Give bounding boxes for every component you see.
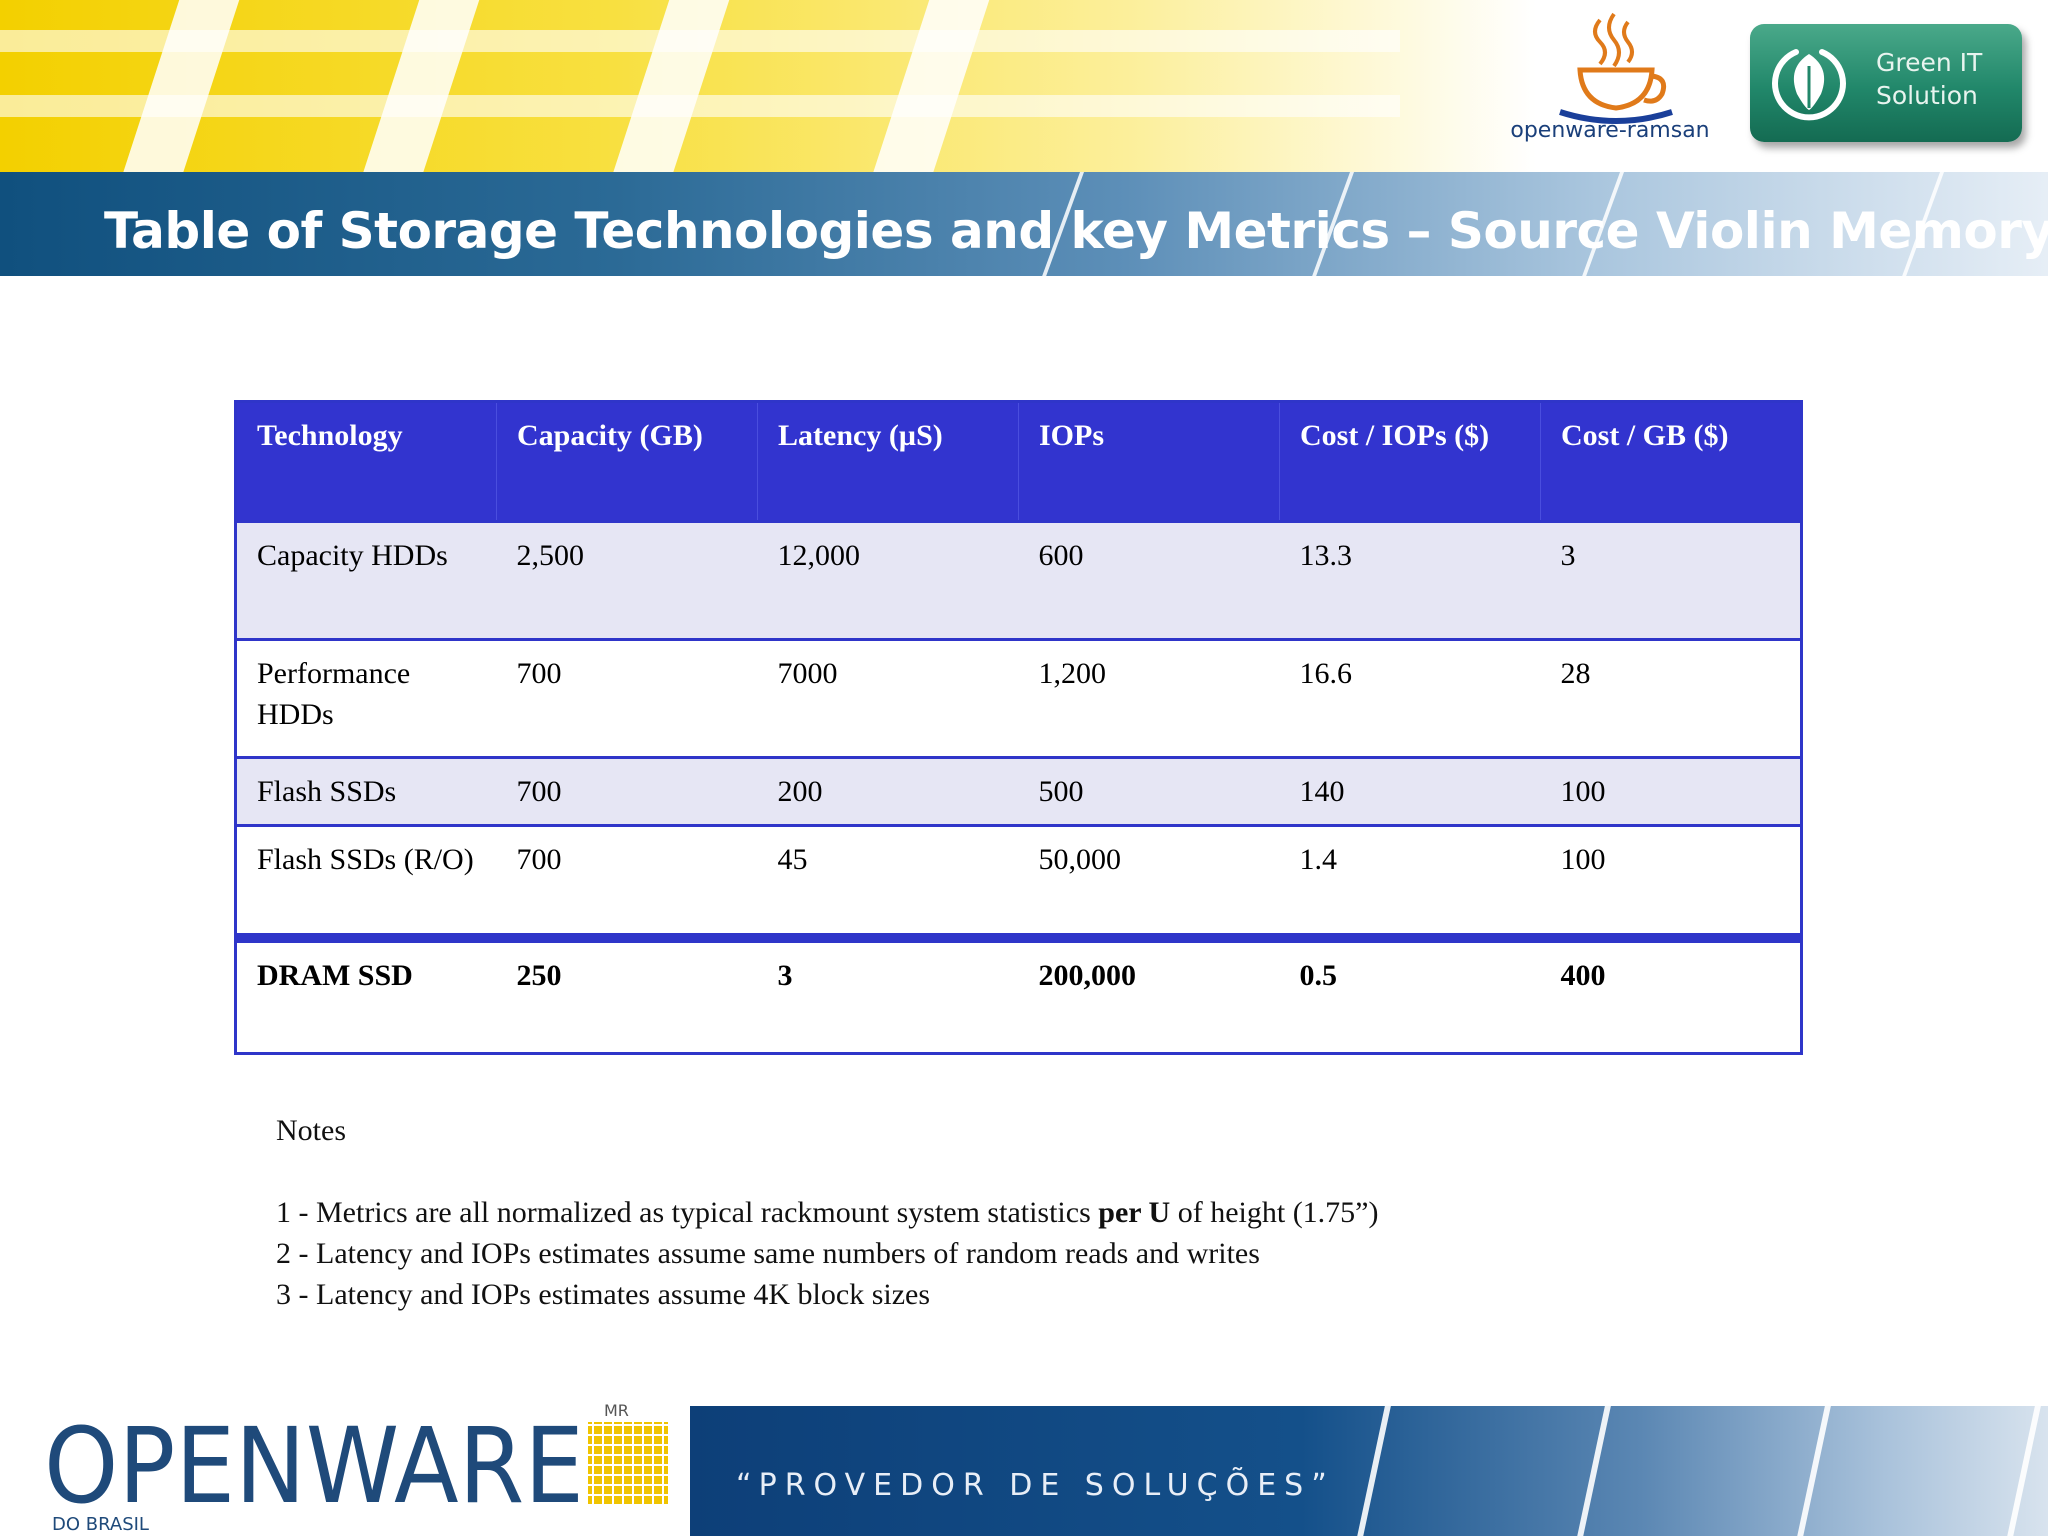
table-cell: 700 [496,825,758,938]
table-row: Capacity HDDs 2,500 12,000 600 13.3 3 [235,521,1802,640]
green-it-label: Green IT Solution [1876,48,1983,110]
table-cell: 700 [496,639,758,758]
leaf-plug-icon [1772,49,1846,121]
header-background [0,0,2048,175]
table-cell: Flash SSDs (R/O) [235,825,497,938]
table-cell: 3 [1540,521,1802,640]
table-cell: 250 [496,937,758,1054]
table-cell: 500 [1018,757,1280,826]
column-header: Cost / GB ($) [1540,401,1802,522]
table-row: Performance HDDs 700 7000 1,200 16.6 28 [235,639,1802,758]
note-1-bold: per U [1098,1196,1171,1229]
notes-section: Notes 1 - Metrics are all normalized as … [276,1110,1876,1315]
title-bar [0,172,2048,276]
table-cell: 50,000 [1018,825,1280,938]
table-cell: 12,000 [757,521,1019,640]
note-3: 3 - Latency and IOPs estimates assume 4K… [276,1278,931,1311]
slide-title: Table of Storage Technologies and key Me… [104,202,2048,260]
storage-metrics-table: Technology Capacity (GB) Latency (µS) IO… [234,400,1803,1055]
table-cell: Capacity HDDs [235,521,497,640]
table-row: Flash SSDs (R/O) 700 45 50,000 1.4 100 [235,825,1802,938]
table-cell: Performance HDDs [235,639,497,758]
column-header: Capacity (GB) [496,401,758,522]
table-cell: 13.3 [1279,521,1541,640]
table-cell: 140 [1279,757,1541,826]
openware-logo: OPENWARE MR DO BRASIL [44,1401,668,1535]
note-1: 1 - Metrics are all normalized as typica… [276,1192,1876,1233]
table-cell: 16.6 [1279,639,1541,758]
table-row-highlight: DRAM SSD 250 3 200,000 0.5 400 [235,937,1802,1054]
column-header: Cost / IOPs ($) [1279,401,1541,522]
table-cell: Flash SSDs [235,757,497,826]
table-cell: 7000 [757,639,1019,758]
column-header: Technology [235,401,497,522]
table-cell: 0.5 [1279,937,1541,1054]
table-cell: 2,500 [496,521,758,640]
coffee-cup-logo-icon [1559,12,1673,124]
slogan-text: “PROVEDOR DE SOLUÇÕES” [736,1468,1335,1503]
table-cell: 700 [496,757,758,826]
table-cell: 1,200 [1018,639,1280,758]
note-2: 2 - Latency and IOPs estimates assume sa… [276,1237,1260,1270]
table-cell: 28 [1540,639,1802,758]
note-1-tail: of height (1.75”) [1170,1196,1379,1229]
column-header: IOPs [1018,401,1280,522]
table-header-row: Technology Capacity (GB) Latency (µS) IO… [235,401,1802,522]
table-cell: 200,000 [1018,937,1280,1054]
table-cell: 400 [1540,937,1802,1054]
footer-band [690,1406,2048,1536]
openware-ramsan-caption: openware-ramsan [1510,118,1710,143]
openware-sub-text: DO BRASIL [52,1514,149,1535]
table-cell: 200 [757,757,1019,826]
green-it-badge: Green IT Solution [1750,24,2022,142]
openware-mark-text: MR [604,1401,629,1420]
table-cell: 3 [757,937,1019,1054]
table-cell: 45 [757,825,1019,938]
table-cell: 100 [1540,825,1802,938]
table-cell: 100 [1540,757,1802,826]
note-1-text: 1 - Metrics are all normalized as typica… [276,1196,1099,1229]
table-cell: 1.4 [1279,825,1541,938]
notes-heading: Notes [276,1114,346,1147]
openware-logo-text: OPENWARE [44,1405,584,1527]
table-cell: DRAM SSD [235,937,497,1054]
table-row: Flash SSDs 700 200 500 140 100 [235,757,1802,826]
table-cell: 600 [1018,521,1280,640]
column-header: Latency (µS) [757,401,1019,522]
